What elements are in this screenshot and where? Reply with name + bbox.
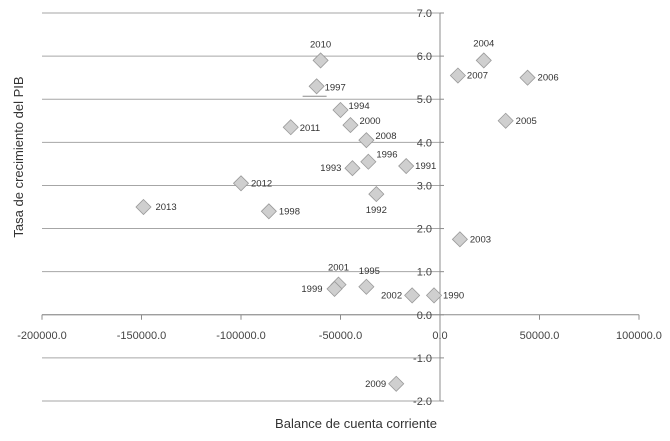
data-point-1993 [344, 160, 361, 177]
data-label-2006: 2006 [538, 73, 559, 84]
data-point-1998 [260, 203, 277, 220]
data-point-2011 [282, 119, 299, 136]
data-point-2003 [451, 231, 468, 248]
data-label-2008: 2008 [375, 131, 396, 142]
y-tick-label: 6.0 [417, 51, 432, 63]
x-tick-label: -150000.0 [117, 330, 167, 342]
x-tick-label: 50000.0 [520, 330, 560, 342]
x-tick-label: 100000.0 [616, 330, 662, 342]
data-point-2005 [497, 112, 514, 129]
data-label-2003: 2003 [470, 234, 491, 245]
data-point-1999 [326, 280, 343, 297]
data-label-2010: 2010 [310, 39, 331, 50]
y-axis-title: Tasa de crecimiento del PIB [11, 76, 26, 237]
data-point-2002 [404, 287, 421, 304]
data-point-1996 [360, 153, 377, 170]
y-tick-label: 3.0 [417, 180, 432, 192]
data-label-2011: 2011 [300, 123, 320, 134]
y-tick-label: 7.0 [417, 8, 432, 20]
data-point-2006 [519, 69, 536, 86]
x-tick-label: 0.0 [432, 330, 447, 342]
data-point-1994 [332, 101, 349, 119]
data-point-2007 [449, 67, 466, 84]
data-label-1992: 1992 [366, 205, 387, 216]
y-tick-label: 0.0 [417, 310, 432, 322]
data-label-1993: 1993 [320, 163, 341, 174]
data-point-1990 [425, 287, 443, 304]
data-label-1999: 1999 [301, 284, 322, 295]
data-label-2007: 2007 [467, 71, 488, 82]
data-label-2004: 2004 [473, 38, 494, 49]
data-label-1994: 1994 [349, 101, 370, 112]
data-label-1996: 1996 [376, 150, 397, 161]
y-tick-label: 1.0 [417, 267, 432, 279]
data-label-1998: 1998 [279, 206, 300, 217]
y-tick-label: 5.0 [417, 94, 432, 106]
x-tick-labels: -200000.0 -150000.0 -100000.0 -50000.0 0.0 50… [17, 330, 662, 342]
axes [41, 12, 640, 402]
data-label-2009: 2009 [365, 379, 386, 390]
data-point-2000 [342, 117, 359, 134]
data-points [135, 52, 536, 392]
y-tick-label: -2.0 [413, 396, 432, 408]
data-label-2001: 2001 [328, 263, 349, 274]
data-point-2010 [312, 52, 329, 69]
x-tick-label: -100000.0 [216, 330, 266, 342]
data-label-2013: 2013 [155, 202, 176, 213]
data-point-1995 [358, 278, 375, 295]
data-label-2005: 2005 [516, 116, 537, 127]
data-point-2012 [232, 175, 250, 192]
y-tick-label: 2.0 [417, 224, 432, 236]
data-point-1991 [398, 157, 415, 175]
y-tick-label: 4.0 [417, 137, 432, 149]
data-point-1997 [308, 78, 325, 95]
data-label-1997: 1997 [325, 82, 346, 93]
data-point-2013 [135, 198, 152, 216]
data-label-2000: 2000 [359, 116, 380, 127]
x-tick-label: -200000.0 [17, 330, 67, 342]
data-point-2009 [388, 375, 405, 392]
data-point-1992 [368, 186, 385, 203]
data-point-2004 [475, 52, 492, 69]
data-label-2012: 2012 [251, 178, 272, 189]
y-tick-labels: -2.0 -1.0 0.0 1.0 2.0 3.0 4.0 5.0 6.0 7.0 [413, 8, 432, 408]
x-tick-label: -50000.0 [319, 330, 362, 342]
data-point-2008 [358, 132, 375, 149]
data-label-2002: 2002 [381, 290, 402, 301]
data-label-1991: 1991 [415, 161, 436, 172]
y-tick-label: -1.0 [413, 353, 432, 365]
x-axis-title: Balance de cuenta corriente [275, 416, 437, 431]
data-label-1990: 1990 [443, 290, 464, 301]
data-label-1995: 1995 [359, 266, 380, 277]
